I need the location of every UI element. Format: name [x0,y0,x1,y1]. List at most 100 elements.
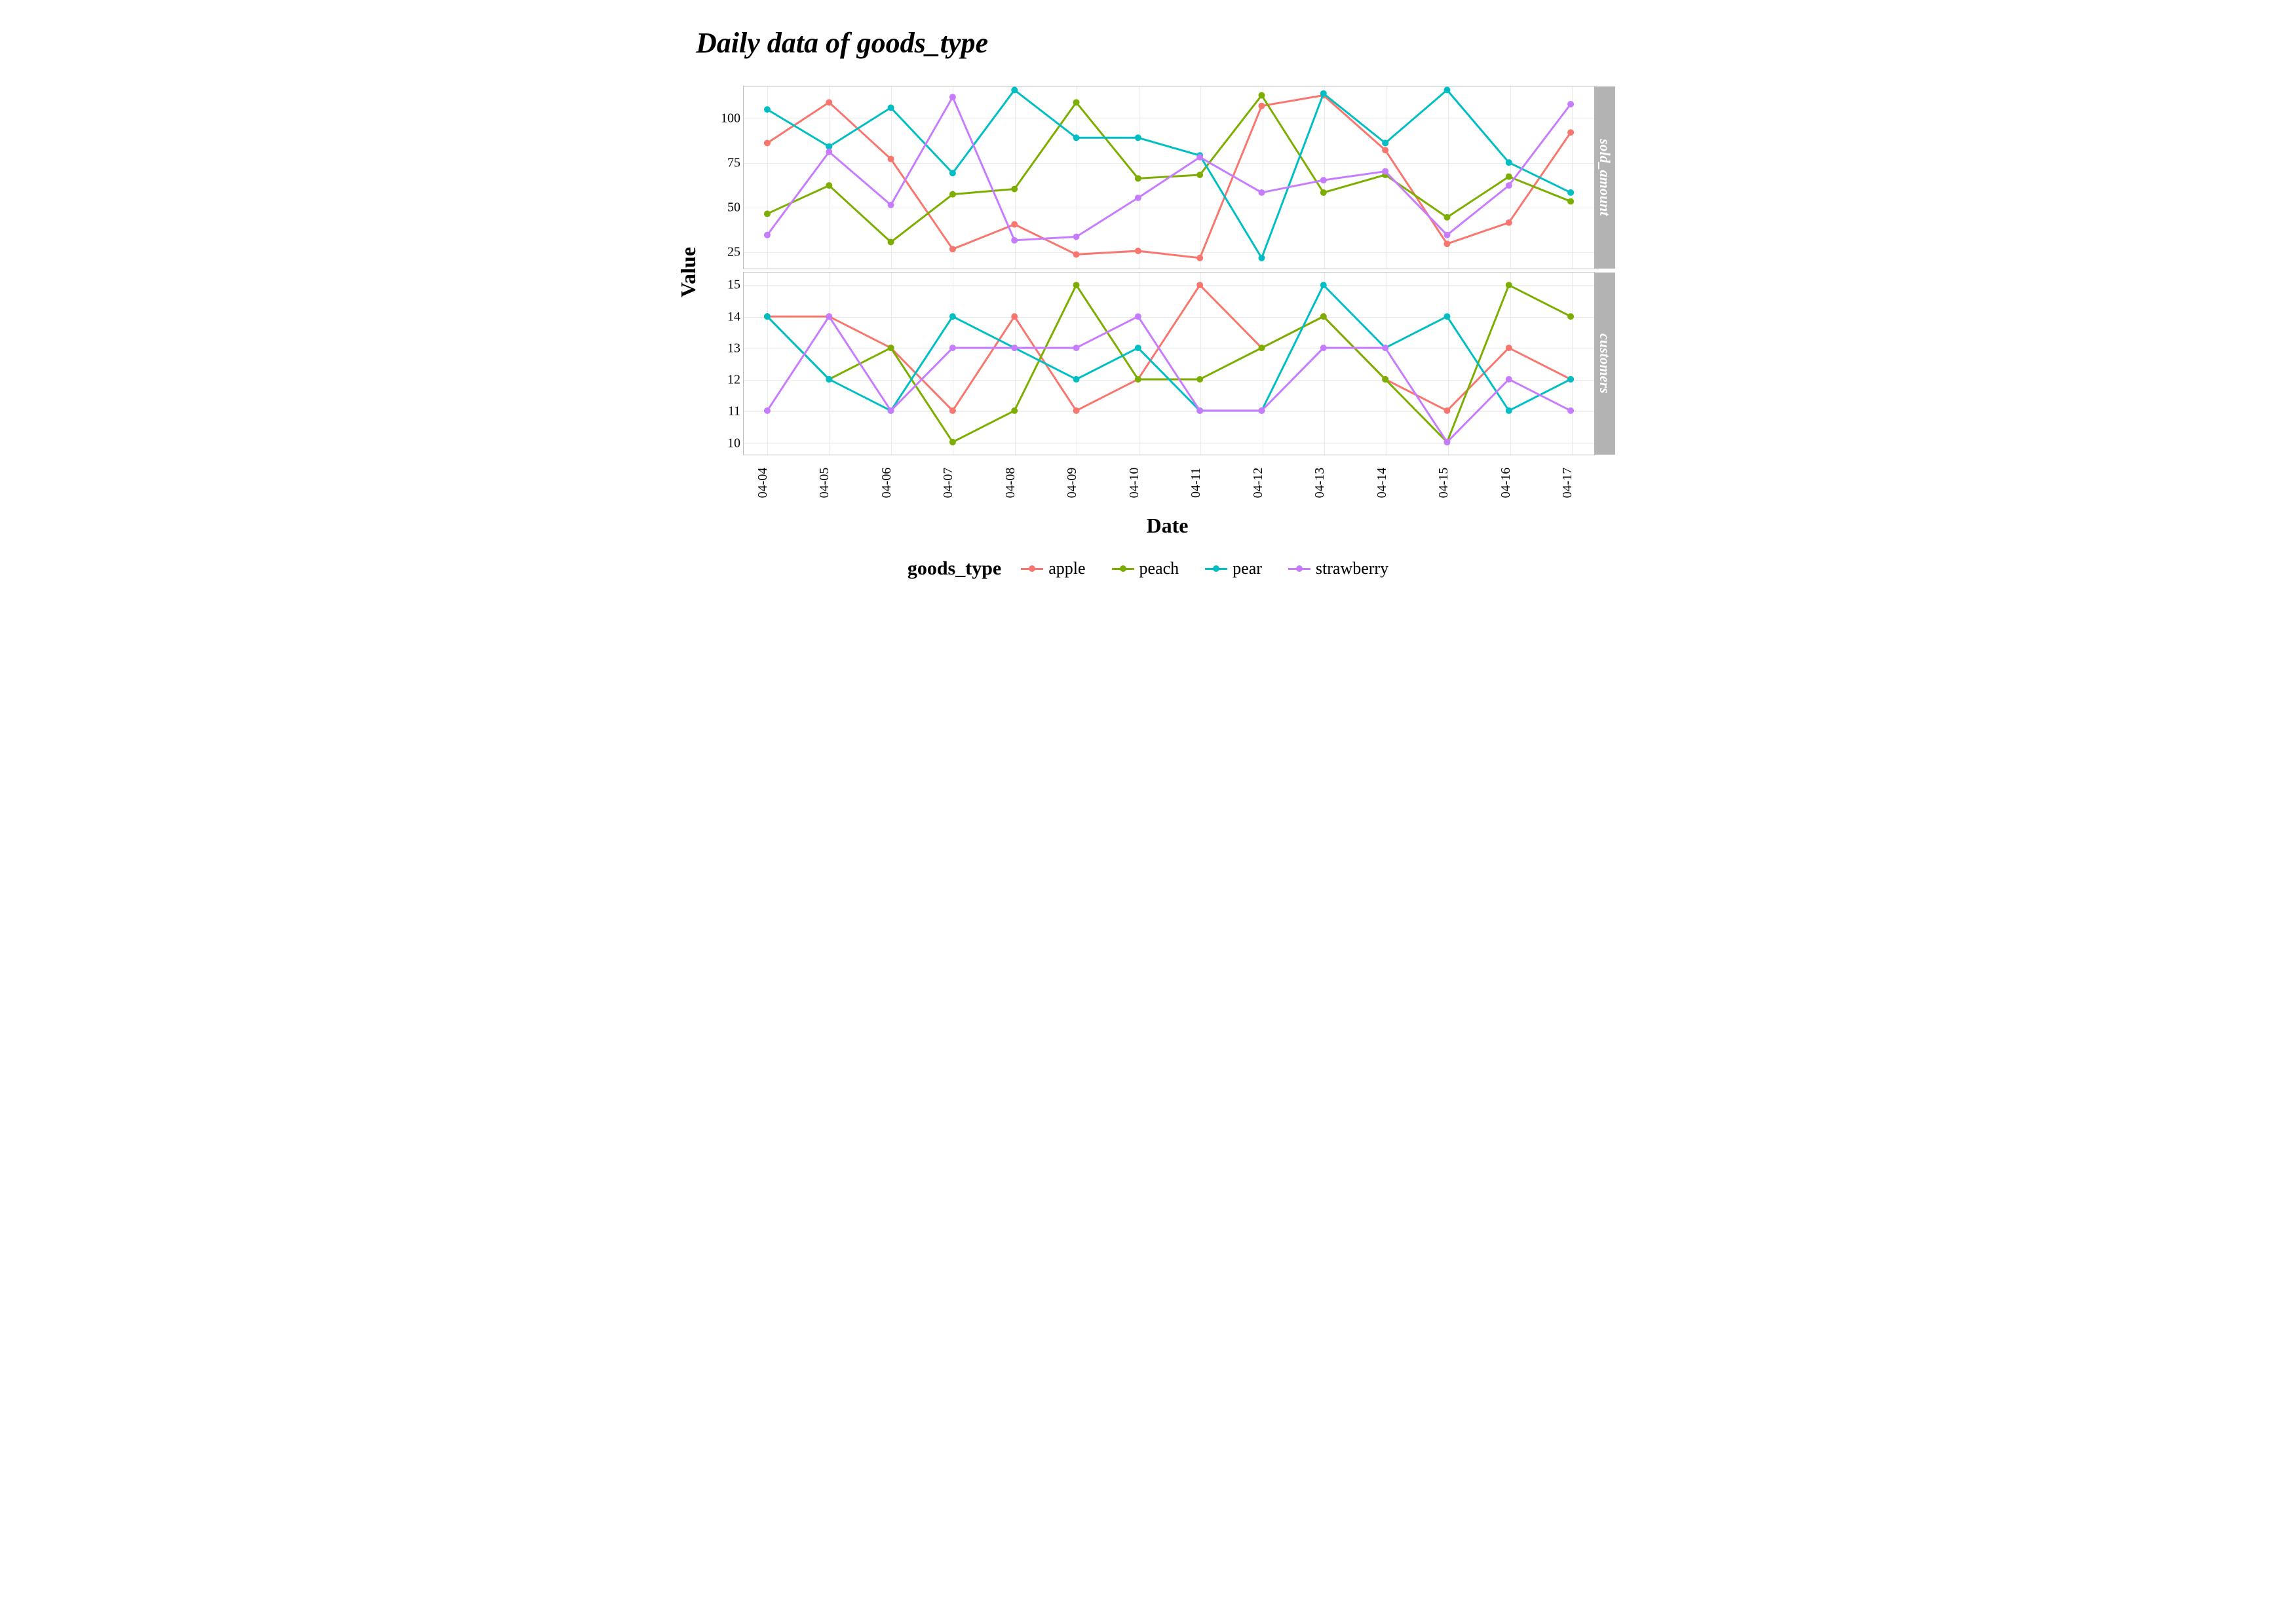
x-tick-label: 04-08 [1003,468,1018,499]
series-point-apple [1196,255,1203,261]
series-point-strawberry [1567,101,1574,107]
y-tick-label: 100 [711,111,740,126]
series-point-apple [1196,282,1203,288]
series-point-apple [1444,407,1450,414]
x-tick-label: 04-05 [817,468,832,499]
y-tick-label: 12 [711,373,740,388]
legend-swatch [1021,568,1043,570]
series-point-peach [1506,282,1512,288]
series-point-peach [1567,198,1574,204]
series-point-apple [1506,345,1512,351]
series-point-apple [764,140,771,146]
legend-item-strawberry: strawberry [1288,559,1388,578]
legend-item-pear: pear [1205,559,1262,578]
series-point-peach [888,345,894,351]
series-point-peach [1258,92,1265,99]
series-point-peach [1196,172,1203,178]
series-point-strawberry [1567,407,1574,414]
series-point-strawberry [1382,168,1388,175]
series-point-apple [1258,103,1265,109]
series-point-pear [1506,407,1512,414]
series-point-pear [949,170,956,176]
legend-label: strawberry [1316,559,1388,578]
legend-label: pear [1233,559,1262,578]
y-ticks: 255075100 [711,86,740,269]
chart-title: Daily data of goods_type [670,26,1626,60]
x-tick-label: 04-07 [941,468,956,499]
series-point-pear [1506,159,1512,166]
series-point-peach [1135,175,1141,181]
series-point-apple [826,99,832,105]
series-line-peach [767,95,1571,242]
x-axis-label: Date [732,514,1603,538]
panel-sold_amount: 255075100sold_amount [743,86,1595,269]
series-point-apple [1011,221,1018,228]
series-point-apple [1567,129,1574,136]
legend-swatch [1112,568,1134,570]
series-point-pear [1382,140,1388,146]
series-point-strawberry [1135,195,1141,201]
series-point-strawberry [949,94,956,100]
chart-container: Daily data of goods_type Value 255075100… [670,26,1626,580]
series-point-apple [1073,407,1080,414]
series-point-pear [1011,86,1018,93]
y-tick-label: 10 [711,436,740,451]
series-point-strawberry [1506,182,1512,189]
y-tick-label: 11 [711,404,740,419]
panel-customers: 101112131415customers [743,272,1595,455]
x-tick-label: 04-12 [1251,468,1266,499]
series-point-strawberry [1382,345,1388,351]
legend: goods_type applepeachpearstrawberry [670,557,1626,580]
panel-svg [744,86,1594,269]
series-point-apple [1135,248,1141,254]
series-point-strawberry [1258,189,1265,196]
legend-swatch [1205,568,1227,570]
legend-label: apple [1048,559,1085,578]
series-point-apple [1506,219,1512,226]
series-point-peach [1382,376,1388,383]
series-point-peach [1135,376,1141,383]
series-point-peach [1320,313,1327,320]
series-point-strawberry [1196,407,1203,414]
series-point-peach [1011,407,1018,414]
facet-strip: customers [1594,273,1615,455]
series-point-strawberry [888,407,894,414]
series-point-strawberry [1073,233,1080,240]
series-point-apple [949,407,956,414]
series-point-strawberry [1320,345,1327,351]
series-point-peach [1567,313,1574,320]
y-tick-label: 14 [711,309,740,324]
series-point-pear [1444,313,1450,320]
series-point-pear [764,313,771,320]
plot-area: Value 255075100sold_amount101112131415cu… [670,86,1626,458]
y-axis-label: Value [670,86,707,458]
series-point-peach [1073,282,1080,288]
y-tick-label: 15 [711,278,740,293]
series-point-strawberry [826,313,832,320]
x-tick-label: 04-13 [1312,468,1328,499]
series-point-peach [764,210,771,217]
x-tick-label: 04-09 [1065,468,1080,499]
series-point-apple [1011,313,1018,320]
series-point-strawberry [1444,439,1450,445]
legend-item-peach: peach [1112,559,1179,578]
y-ticks: 10 11 12 13 14 15 [711,273,740,455]
series-point-strawberry [1258,407,1265,414]
x-tick-label: 04-15 [1436,468,1451,499]
series-point-pear [1073,134,1080,141]
series-point-apple [949,246,956,252]
series-point-pear [826,376,832,383]
facet-strip-label: sold_amount [1596,139,1613,216]
series-point-peach [1444,214,1450,221]
series-point-pear [1258,255,1265,261]
y-tick-label: 13 [711,341,740,356]
x-ticks: 04-0404-0504-0604-0704-0804-0904-1004-11… [732,458,1584,504]
panel-svg [744,273,1594,455]
legend-item-apple: apple [1021,559,1085,578]
x-tick-label: 04-11 [1189,468,1204,498]
series-point-strawberry [764,407,771,414]
series-point-peach [1073,99,1080,105]
legend-swatch [1288,568,1311,570]
x-tick-label: 04-10 [1127,468,1142,499]
series-point-peach [1196,376,1203,383]
